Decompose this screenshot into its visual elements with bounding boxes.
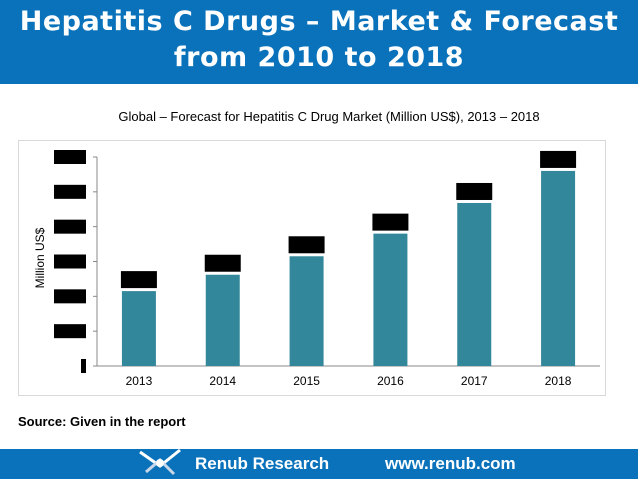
x-tick-label: 2018 [545,374,572,388]
bar-2017 [457,202,492,366]
data-label-redacted-2016 [372,213,409,231]
chart-area [18,140,606,396]
y-tick-label-redacted [54,219,86,234]
y-tick-label-redacted [54,254,86,269]
y-tick-label-redacted [54,184,86,199]
y-tick-label-redacted [54,150,86,164]
source-note: Source: Given in the report [18,414,186,429]
y-tick-label-redacted [54,289,86,304]
data-label-redacted-2017 [456,182,493,200]
chart-title: Global – Forecast for Hepatitis C Drug M… [118,109,540,124]
data-label-redacted-2014 [204,254,241,272]
brand-name: Renub Research [195,454,330,473]
slide-title-line-2: from 2010 to 2018 [173,42,465,73]
y-tick-label-redacted [81,359,86,373]
y-axis-label: Million US$ [33,227,47,288]
slide-header: Hepatitis C Drugs – Market & Forecast fr… [0,0,638,84]
bar-2015 [289,256,324,366]
x-tick-label: 2015 [293,374,320,388]
bar-2014 [205,274,240,366]
y-tick-label-redacted [54,324,86,339]
renub-logo-icon [139,448,181,476]
x-tick-label: 2014 [209,374,236,388]
website-link[interactable]: www.renub.com [385,454,516,473]
bar-2018 [541,170,576,366]
data-label-redacted-2015 [288,236,325,254]
data-label-redacted-2018 [540,150,577,168]
bar-2016 [373,233,408,366]
bar-2013 [121,291,156,366]
x-tick-label: 2016 [377,374,404,388]
slide-footer: Renub Research www.renub.com [0,449,638,479]
slide-title-line-1: Hepatitis C Drugs – Market & Forecast [19,6,619,37]
x-tick-label: 2017 [461,374,488,388]
x-tick-label: 2013 [126,374,153,388]
data-label-redacted-2013 [120,271,157,289]
